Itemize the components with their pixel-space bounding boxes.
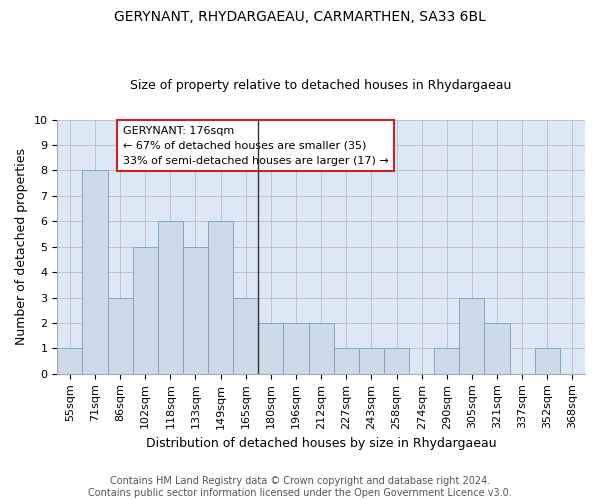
Bar (82, 170, 107, 374)
Text: Contains HM Land Registry data © Crown copyright and database right 2024.
Contai: Contains HM Land Registry data © Crown c… (88, 476, 512, 498)
Bar (158, 222, 183, 374)
Bar (259, 323, 283, 374)
Bar (359, 348, 384, 374)
Bar (308, 323, 334, 374)
Bar (535, 348, 560, 374)
Bar (107, 298, 133, 374)
Bar (233, 298, 259, 374)
Bar (133, 246, 158, 374)
Text: GERYNANT: 176sqm
← 67% of detached houses are smaller (35)
33% of semi-detached : GERYNANT: 176sqm ← 67% of detached house… (122, 126, 388, 166)
Title: Size of property relative to detached houses in Rhydargaeau: Size of property relative to detached ho… (130, 79, 512, 92)
Bar (384, 348, 409, 374)
Bar (460, 298, 484, 374)
Text: GERYNANT, RHYDARGAEAU, CARMARTHEN, SA33 6BL: GERYNANT, RHYDARGAEAU, CARMARTHEN, SA33 … (114, 10, 486, 24)
Bar (484, 323, 509, 374)
Bar (283, 323, 308, 374)
Bar (208, 222, 233, 374)
Bar (183, 246, 208, 374)
Bar (57, 348, 82, 374)
X-axis label: Distribution of detached houses by size in Rhydargaeau: Distribution of detached houses by size … (146, 437, 496, 450)
Bar (334, 348, 359, 374)
Y-axis label: Number of detached properties: Number of detached properties (15, 148, 28, 345)
Bar (434, 348, 460, 374)
